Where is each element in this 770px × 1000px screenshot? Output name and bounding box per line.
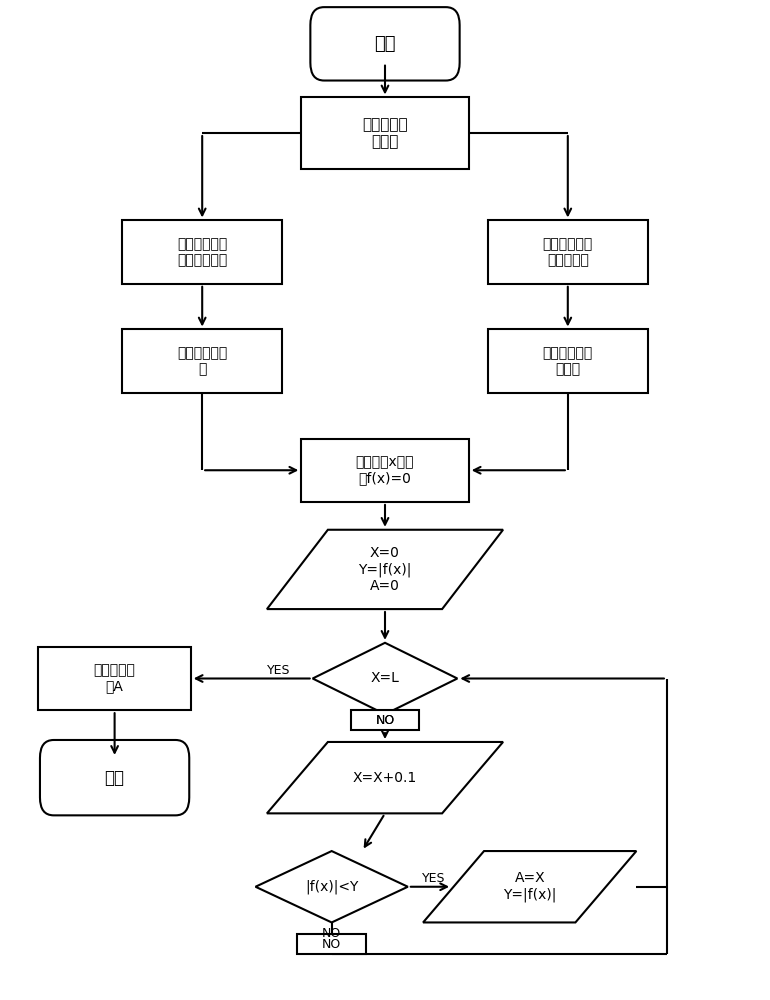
Bar xyxy=(488,329,648,393)
Text: 测量端测量各
相电压电流: 测量端测量各 相电压电流 xyxy=(543,237,593,267)
Text: 得到关于x的方
程f(x)=0: 得到关于x的方 程f(x)=0 xyxy=(356,455,414,485)
Text: 确定序分量关
系: 确定序分量关 系 xyxy=(177,346,227,376)
Text: YES: YES xyxy=(422,872,446,885)
Text: X=L: X=L xyxy=(370,672,400,686)
Bar xyxy=(301,97,469,169)
Text: NO: NO xyxy=(376,714,395,727)
Text: A=X
Y=|f(x)|: A=X Y=|f(x)| xyxy=(503,871,557,902)
Polygon shape xyxy=(313,643,457,714)
Bar xyxy=(122,329,282,393)
Polygon shape xyxy=(423,851,636,922)
Text: YES: YES xyxy=(266,664,290,677)
Polygon shape xyxy=(256,851,408,922)
Text: 输出测距结
果A: 输出测距结 果A xyxy=(94,663,136,694)
Bar xyxy=(38,647,191,710)
Text: X=0
Y=|f(x)|
A=0: X=0 Y=|f(x)| A=0 xyxy=(358,546,412,593)
Text: NO: NO xyxy=(322,938,341,951)
Text: 根据动作情况
确定故障类型: 根据动作情况 确定故障类型 xyxy=(177,237,227,267)
FancyBboxPatch shape xyxy=(310,7,460,81)
Text: 计算故障点处
序分量: 计算故障点处 序分量 xyxy=(543,346,593,376)
Text: 开始: 开始 xyxy=(374,35,396,53)
Text: X=X+0.1: X=X+0.1 xyxy=(353,771,417,785)
Bar xyxy=(297,934,366,954)
Bar xyxy=(350,710,420,730)
FancyBboxPatch shape xyxy=(40,740,189,815)
Text: 继电保护装
置动作: 继电保护装 置动作 xyxy=(362,117,408,149)
Text: 结束: 结束 xyxy=(105,769,125,787)
Polygon shape xyxy=(267,742,503,813)
Bar xyxy=(488,220,648,284)
Text: NO: NO xyxy=(376,714,395,727)
Text: |f(x)|<Y: |f(x)|<Y xyxy=(305,880,358,894)
Bar xyxy=(122,220,282,284)
Bar xyxy=(301,439,469,502)
Text: NO: NO xyxy=(322,927,341,940)
Polygon shape xyxy=(267,530,503,609)
